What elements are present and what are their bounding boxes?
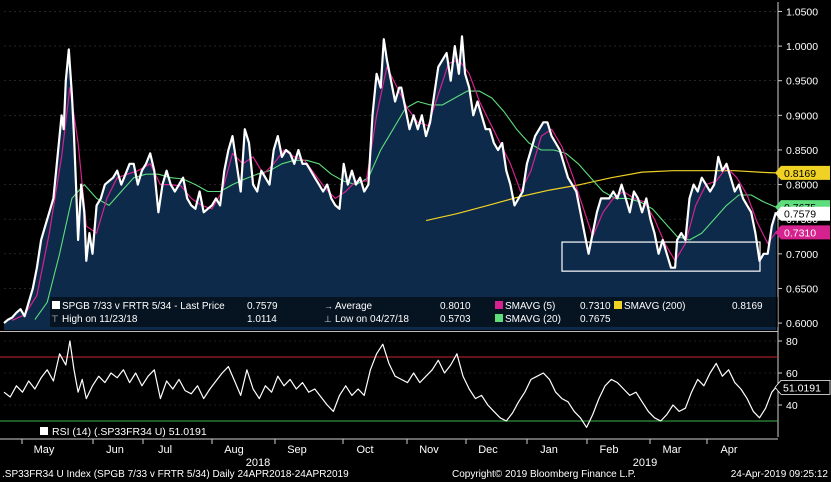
rsi-series xyxy=(3,340,777,428)
price-tick-label: 0.6500 xyxy=(786,283,818,295)
month-label: Jan xyxy=(540,444,558,456)
legend-marker: ⊤ xyxy=(51,314,59,324)
price-tick-label: 1.0000 xyxy=(786,41,818,53)
legend-entry: SPGB 7/33 v FRTR 5/34 - Last Price 0.7579 xyxy=(52,301,278,312)
rsi-tick-label: 40 xyxy=(786,400,798,412)
value-tag-text: 0.7579 xyxy=(784,209,816,221)
value-tag-text: 0.8169 xyxy=(784,168,816,180)
value-tag xyxy=(775,165,830,180)
footer: .SP33FR34 U Index (SPGB 7/33 v FRTR 5/34… xyxy=(2,469,828,480)
value-tag-text: 0.7310 xyxy=(784,227,816,239)
right-value-label: 0.7579 xyxy=(775,206,830,221)
year-label: 2018 xyxy=(246,457,270,469)
rsi-y-axis: 80 60 40 51.0191 xyxy=(774,336,831,412)
legend-entry: ⊥ Low on 04/27/18 0.5703 xyxy=(324,314,471,325)
legend-value: 1.0114 xyxy=(247,314,277,325)
month-label: Aug xyxy=(224,444,244,456)
right-value-label: 0.8169 xyxy=(775,165,830,180)
price-tick-label: 0.8500 xyxy=(786,145,818,157)
legend-marker: ⊥ xyxy=(324,314,332,324)
rsi-tick-label: 80 xyxy=(786,336,798,348)
month-label: Dec xyxy=(478,444,498,456)
rsi-legend-swatch xyxy=(40,427,48,435)
rsi-legend: RSI (14) (.SP33FR34 U) 51.0191 xyxy=(40,426,207,438)
highlight-box xyxy=(561,241,761,272)
price-series-lines xyxy=(3,35,777,324)
price-tick-label: 0.7000 xyxy=(786,249,818,261)
rsi-line xyxy=(3,340,777,428)
price-area-fill xyxy=(4,36,776,331)
legend-label: SMAVG (5) xyxy=(505,301,555,312)
legend-swatch xyxy=(52,301,60,309)
month-label: Nov xyxy=(419,444,439,456)
smavg-200-line xyxy=(425,170,776,222)
legend-value: 0.7675 xyxy=(580,314,611,325)
rsi-value-tag-text: 51.0191 xyxy=(783,382,821,394)
price-tick-label: 0.6000 xyxy=(786,318,818,330)
price-tick-label: 0.9500 xyxy=(786,76,818,88)
legend-entry: SMAVG (5) 0.7310 xyxy=(495,301,611,312)
footer-timestamp: 24-Apr-2019 09:25:12 xyxy=(731,469,829,480)
rsi-tick-label: 60 xyxy=(786,368,798,380)
legend-value: 0.7310 xyxy=(580,301,611,312)
value-tag xyxy=(775,206,830,221)
rsi-value-tag xyxy=(774,379,831,395)
footer-copyright: Copyright© 2019 Bloomberg Finance L.P. xyxy=(452,469,636,480)
legend-background xyxy=(50,297,778,327)
month-label: Jun xyxy=(106,444,124,456)
legend-swatch xyxy=(495,301,503,309)
price-tick-label: 0.8000 xyxy=(786,180,818,192)
month-label: May xyxy=(34,444,55,456)
legend-value: 0.8010 xyxy=(440,301,471,312)
legend-label: SPGB 7/33 v FRTR 5/34 - Last Price xyxy=(62,301,225,312)
legend-swatch xyxy=(495,314,503,322)
rsi-value-label: 51.0191 xyxy=(774,379,831,395)
price-tick-label: 0.9000 xyxy=(786,110,818,122)
price-legend: SPGB 7/33 v FRTR 5/34 - Last Price 0.7579… xyxy=(50,297,778,327)
smavg-5-line xyxy=(11,59,777,321)
rsi-legend-label: RSI (14) (.SP33FR34 U) 51.0191 xyxy=(52,426,207,438)
legend-value: 0.7579 xyxy=(247,301,278,312)
legend-swatch xyxy=(614,301,622,309)
rsi-grid xyxy=(0,340,778,422)
month-label: Sep xyxy=(287,444,307,456)
legend-marker: → xyxy=(324,301,333,311)
year-label: 2019 xyxy=(633,457,657,469)
month-label: Jul xyxy=(158,444,172,456)
month-label: Feb xyxy=(600,444,619,456)
right-value-label: 0.7310 xyxy=(775,225,830,240)
x-axis: May Jun Jul Aug Sep Oct Nov Dec Jan Feb Mar Apr 2018… xyxy=(0,438,778,469)
legend-label: High on 11/23/18 xyxy=(62,314,138,325)
legend-value: 0.5703 xyxy=(440,314,471,325)
legend-label: SMAVG (200) xyxy=(624,301,686,312)
legend-entry: SMAVG (20) 0.7675 xyxy=(495,314,611,325)
legend-value: 0.8169 xyxy=(732,301,763,312)
footer-left: .SP33FR34 U Index (SPGB 7/33 v FRTR 5/34… xyxy=(2,469,349,480)
legend-label: Low on 04/27/18 xyxy=(335,314,409,325)
legend-label: SMAVG (20) xyxy=(505,314,561,325)
month-label: Oct xyxy=(356,444,373,456)
legend-entry: ⊤ High on 11/23/18 1.0114 xyxy=(51,314,277,325)
value-tag xyxy=(775,225,830,240)
legend-label: Average xyxy=(335,301,373,312)
last-price-line xyxy=(3,35,777,324)
legend-entry: → Average 0.8010 xyxy=(324,301,471,312)
month-label: Apr xyxy=(720,444,737,456)
legend-entry: SMAVG (200) 0.8169 xyxy=(614,301,763,312)
month-label: Mar xyxy=(663,444,682,456)
price-tick-label: 1.0500 xyxy=(786,6,818,18)
